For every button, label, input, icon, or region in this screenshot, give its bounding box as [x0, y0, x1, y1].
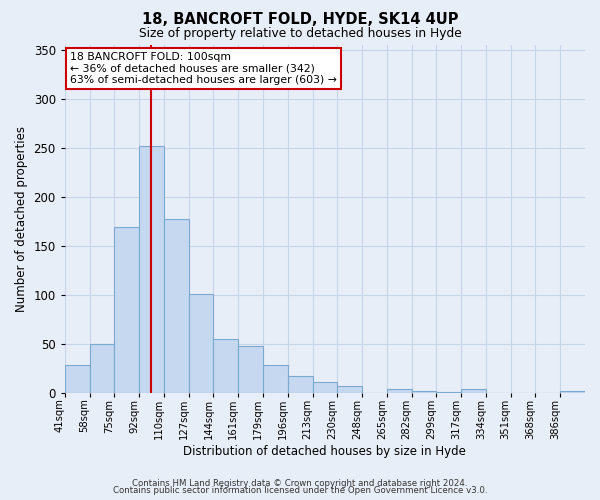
- Bar: [263, 364, 288, 393]
- Bar: [337, 386, 362, 393]
- Bar: [560, 391, 585, 393]
- Bar: [238, 346, 263, 393]
- Bar: [288, 376, 313, 393]
- Text: Contains HM Land Registry data © Crown copyright and database right 2024.: Contains HM Land Registry data © Crown c…: [132, 478, 468, 488]
- Bar: [139, 146, 164, 393]
- Bar: [313, 382, 337, 393]
- Bar: [65, 364, 89, 393]
- Bar: [461, 389, 486, 393]
- Bar: [89, 344, 115, 393]
- Bar: [164, 218, 188, 393]
- X-axis label: Distribution of detached houses by size in Hyde: Distribution of detached houses by size …: [184, 444, 466, 458]
- Bar: [412, 391, 436, 393]
- Bar: [188, 294, 214, 393]
- Text: 18, BANCROFT FOLD, HYDE, SK14 4UP: 18, BANCROFT FOLD, HYDE, SK14 4UP: [142, 12, 458, 28]
- Y-axis label: Number of detached properties: Number of detached properties: [15, 126, 28, 312]
- Bar: [115, 228, 139, 393]
- Bar: [387, 389, 412, 393]
- Bar: [436, 392, 461, 393]
- Text: Contains public sector information licensed under the Open Government Licence v3: Contains public sector information licen…: [113, 486, 487, 495]
- Bar: [214, 339, 238, 393]
- Text: Size of property relative to detached houses in Hyde: Size of property relative to detached ho…: [139, 26, 461, 40]
- Text: 18 BANCROFT FOLD: 100sqm
← 36% of detached houses are smaller (342)
63% of semi-: 18 BANCROFT FOLD: 100sqm ← 36% of detach…: [70, 52, 337, 85]
